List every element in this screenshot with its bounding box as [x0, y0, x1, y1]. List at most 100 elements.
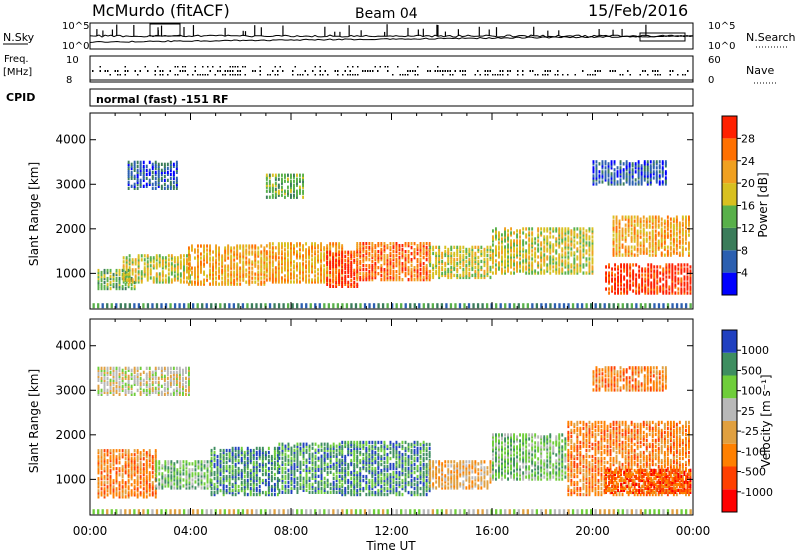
ground-scatter-cell [458, 303, 462, 309]
echo-cell [246, 464, 249, 469]
echo-cell [227, 282, 230, 286]
echo-cell [121, 272, 124, 277]
echo-cell [122, 266, 125, 270]
echo-cell [251, 250, 254, 254]
ground-scatter-cell [562, 303, 566, 309]
echo-cell [398, 272, 401, 276]
echo-cell [598, 162, 601, 166]
echo-cell [302, 175, 304, 179]
echo-cell [240, 482, 243, 487]
echo-cell [561, 231, 564, 235]
echo-cell [537, 271, 540, 275]
echo-cell [203, 270, 205, 274]
echo-cell [675, 217, 678, 221]
echo-cell [680, 281, 683, 285]
echo-cell [169, 168, 172, 172]
echo-cell [492, 261, 494, 265]
echo-cell [664, 162, 667, 166]
echo-cell [347, 260, 350, 264]
echo-cell [200, 460, 203, 464]
echo-cell [218, 248, 220, 252]
echo-cell [618, 237, 621, 241]
echo-cell [209, 464, 212, 468]
echo-cell [579, 241, 582, 245]
freq-dot [557, 74, 559, 76]
echo-cell [170, 254, 173, 258]
echo-cell [112, 453, 115, 457]
echo-cell [404, 268, 407, 272]
echo-cell [620, 281, 622, 285]
echo-cell [274, 278, 277, 282]
echo-cell [233, 250, 236, 254]
echo-cell [215, 246, 217, 250]
echo-cell [122, 272, 125, 276]
echo-cell [311, 268, 313, 272]
echo-cell [249, 488, 252, 493]
echo-cell [564, 259, 567, 263]
ground-scatter-cell [327, 303, 330, 309]
echo-cell [122, 260, 125, 264]
echo-cell [662, 269, 665, 273]
echo-cell [265, 278, 268, 282]
ground-scatter-cell [345, 509, 349, 515]
echo-cell [377, 272, 380, 276]
echo-cell [255, 492, 258, 497]
echo-cell [525, 259, 528, 263]
echo-cell [314, 266, 316, 270]
echo-cell [543, 255, 546, 259]
ground-scatter-cell [296, 303, 299, 309]
echo-cell [459, 275, 462, 280]
echo-cell [167, 484, 170, 488]
echo-cell [353, 276, 356, 280]
echo-cell [100, 449, 103, 453]
echo-cell [121, 479, 124, 483]
echo-cell [386, 264, 389, 268]
echo-cell [392, 256, 395, 260]
echo-cell [398, 276, 401, 280]
echo-cell [438, 273, 441, 278]
y-tick-label: 3000 [55, 177, 86, 191]
echo-cell [638, 287, 641, 291]
echo-cell [592, 178, 595, 182]
echo-cell [109, 276, 112, 281]
echo-cell [595, 182, 598, 186]
echo-cell [686, 263, 689, 267]
echo-cell [109, 268, 112, 273]
echo-cell [377, 258, 380, 262]
echo-cell [97, 467, 100, 471]
echo-cell [296, 193, 298, 197]
echo-cell [365, 272, 368, 276]
echo-cell [127, 284, 130, 289]
echo-cell [613, 178, 616, 182]
echo-cell [356, 282, 359, 286]
echo-cell [233, 252, 236, 256]
echo-cell [634, 166, 637, 170]
freq-dot [557, 70, 559, 72]
echo-cell [654, 221, 657, 225]
echo-cell [161, 270, 164, 274]
echo-cell [410, 246, 413, 250]
echo-cell [191, 282, 193, 286]
echo-cell [678, 221, 681, 225]
echo-cell [255, 488, 258, 493]
echo-cell [145, 182, 148, 186]
echo-cell [332, 262, 335, 266]
echo-cell [173, 276, 176, 280]
echo-cell [591, 245, 594, 249]
echo-cell [314, 270, 316, 274]
echo-cell [675, 231, 678, 235]
echo-cell [255, 482, 258, 487]
echo-cell [362, 258, 365, 262]
echo-cell [658, 160, 661, 164]
echo-cell [656, 285, 659, 289]
echo-cell [142, 457, 145, 461]
echo-cell [308, 264, 310, 268]
echo-cell [124, 461, 127, 465]
echo-cell [311, 266, 313, 270]
echo-cell [115, 457, 118, 461]
freq-dot [464, 74, 466, 76]
echo-cell [216, 458, 219, 463]
echo-cell [210, 480, 213, 485]
echo-cell [465, 267, 468, 272]
echo-cell [242, 246, 245, 250]
